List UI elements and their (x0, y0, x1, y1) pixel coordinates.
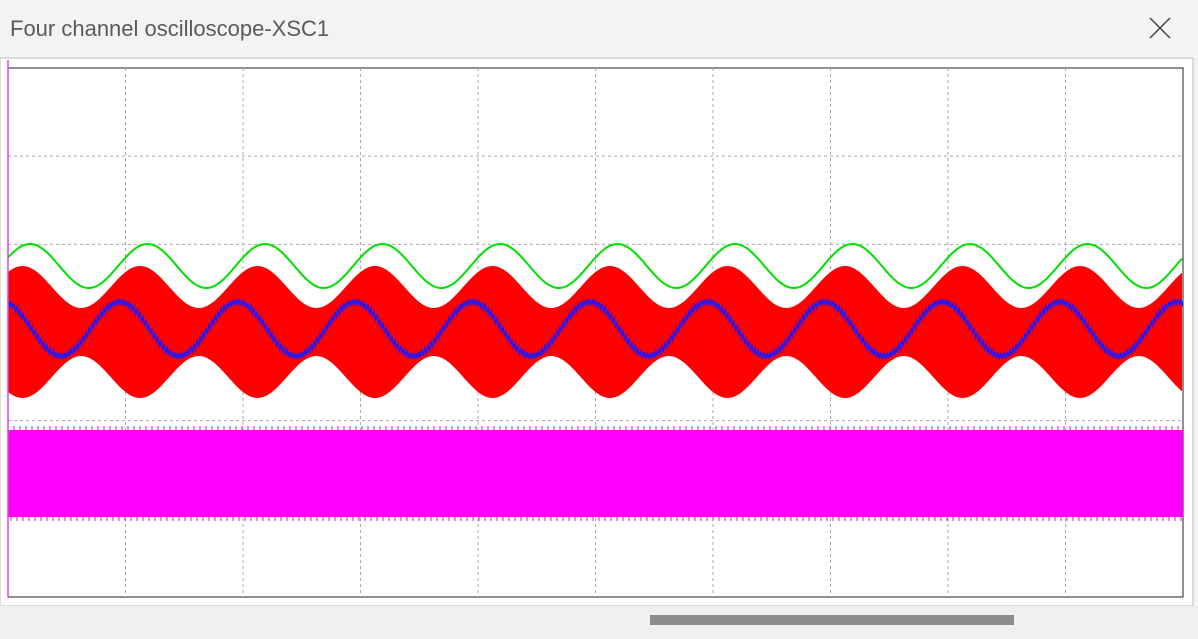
waveforms (7, 242, 1184, 521)
channel-b-trace (8, 266, 1182, 398)
scroll-area (0, 606, 1198, 639)
channel-a-trace (7, 242, 1183, 290)
scrollbar-thumb[interactable] (650, 615, 1014, 625)
channel-d-trace (8, 430, 1183, 517)
window-title: Four channel oscilloscope-XSC1 (10, 16, 330, 41)
close-button[interactable] (1149, 17, 1171, 39)
channel-c-trace (7, 298, 1184, 360)
